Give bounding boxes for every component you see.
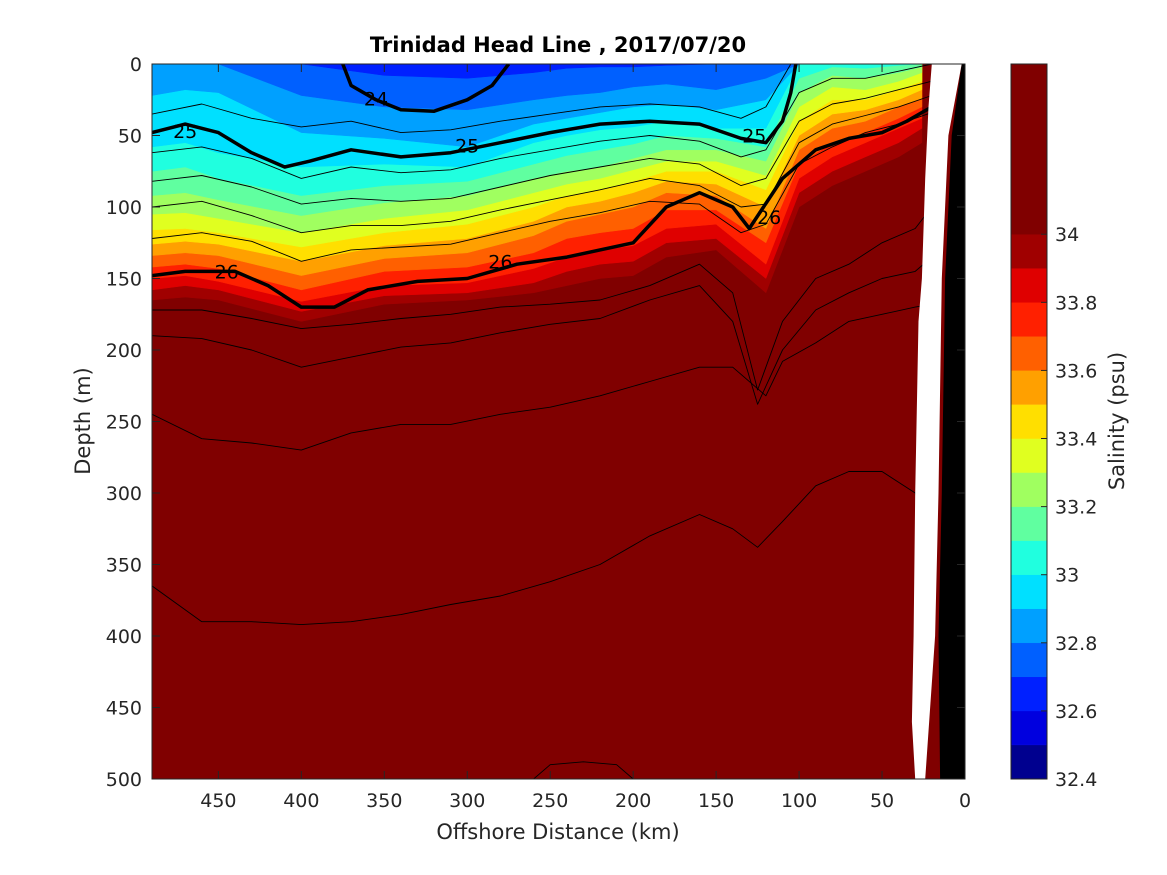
- colorbar-swatch: [1010, 233, 1048, 269]
- x-tick-label: 350: [366, 790, 402, 812]
- colorbar-swatch: [1010, 676, 1048, 712]
- x-tick-label: 400: [283, 790, 319, 812]
- land-mask: [911, 64, 965, 779]
- colorbar-swatch: [1010, 302, 1048, 337]
- density-line-11: [152, 112, 932, 262]
- y-tick-label: 50: [118, 126, 142, 148]
- colorbar-tick-label: 34: [1055, 224, 1079, 246]
- y-tick-label: 250: [106, 412, 142, 434]
- x-tick-label: 0: [959, 790, 971, 812]
- density-contours: [152, 64, 933, 779]
- land-bathymetry: [938, 64, 965, 779]
- colorbar-swatch: [1010, 574, 1048, 609]
- colorbar-swatch: [1010, 404, 1048, 439]
- colorbar-swatch: [1010, 608, 1048, 644]
- density-line-9: [152, 80, 932, 205]
- colorbar-tick-label: 32.6: [1055, 701, 1097, 723]
- colorbar-swatch: [1010, 710, 1048, 746]
- colorbar-swatch: [1010, 336, 1048, 371]
- colorbar-swatch: [1010, 642, 1048, 678]
- x-tick-label: 200: [615, 790, 651, 812]
- colorbar-tick-label: 33.8: [1055, 292, 1097, 314]
- colorbar-swatch: [1010, 63, 1048, 235]
- y-tick-label: 500: [106, 769, 142, 791]
- contour-label-2: 25: [455, 136, 479, 158]
- x-tick-label: 50: [870, 790, 894, 812]
- contour-label-1: 25: [173, 121, 197, 143]
- density-line-7: [152, 64, 792, 134]
- density-line-12: [152, 206, 933, 391]
- density-line-15: [152, 471, 924, 626]
- land-gap: [911, 64, 962, 779]
- y-tick-label: 100: [106, 197, 142, 219]
- contour-label-0: 24: [364, 88, 388, 110]
- colorbar-tick-label: 33.6: [1055, 360, 1097, 382]
- density-line-0: [341, 64, 511, 113]
- colorbar-tick-label: 32.8: [1055, 633, 1097, 655]
- x-axis-label: Offshore Distance (km): [436, 820, 679, 844]
- y-tick-label: 150: [106, 269, 142, 291]
- density-line-8: [152, 64, 932, 179]
- density-line-10: [152, 95, 932, 234]
- y-tick-label: 400: [106, 626, 142, 648]
- colorbar-label: Salinity (psu): [1105, 352, 1129, 490]
- colorbar-frame: [1010, 63, 1048, 780]
- chart-title: Trinidad Head Line , 2017/07/20: [370, 33, 746, 57]
- colorbar-tick-label: 33: [1055, 565, 1079, 587]
- x-axis-ticks: 450 400 350 300 250 200 150 100 50 0: [200, 64, 971, 812]
- density-line-4: [152, 105, 933, 309]
- x-tick-label: 150: [698, 790, 734, 812]
- contour-label-5: 26: [488, 251, 512, 273]
- contour-label-6: 26: [757, 207, 781, 229]
- colorbar-swatch: [1010, 472, 1048, 507]
- y-tick-label: 0: [130, 54, 142, 76]
- colorbar-tick-label: 33.4: [1055, 429, 1097, 451]
- density-line-13: [152, 256, 933, 405]
- y-tick-label: 350: [106, 555, 142, 577]
- colorbar: 34 33.8 33.6 33.4 33.2 33 32.8 32.6 32.4: [1010, 63, 1097, 791]
- colorbar-swatch: [1010, 370, 1048, 405]
- colorbar-swatch: [1010, 438, 1048, 473]
- x-tick-label: 100: [781, 790, 817, 812]
- salinity-band-17: [152, 64, 922, 111]
- colorbar-swatch: [1010, 506, 1048, 541]
- colorbar-tick-label: 32.4: [1055, 769, 1097, 791]
- x-tick-label: 450: [200, 790, 236, 812]
- density-line-14: [152, 303, 932, 451]
- y-tick-label: 450: [106, 698, 142, 720]
- salinity-bands: [152, 64, 923, 779]
- colorbar-swatch: [1010, 744, 1048, 780]
- y-axis-label: Depth (m): [71, 367, 95, 474]
- density-line-1: [152, 64, 798, 169]
- colorbar-swatch: [1010, 268, 1048, 303]
- density-line-16: [533, 761, 634, 779]
- x-tick-label: 250: [532, 790, 568, 812]
- contour-label-4: 26: [215, 261, 239, 283]
- y-tick-label: 200: [106, 340, 142, 362]
- colorbar-swatch: [1010, 540, 1048, 575]
- x-tick-label: 300: [449, 790, 485, 812]
- contour-labels: 24 25 25 25 26 26 26: [173, 88, 781, 283]
- y-axis-ticks: 0 50 100 150 200 250 300 350 400 450 500: [106, 54, 965, 791]
- colorbar-tick-label: 33.2: [1055, 497, 1097, 519]
- contour-label-3: 25: [742, 126, 766, 148]
- y-tick-label: 300: [106, 483, 142, 505]
